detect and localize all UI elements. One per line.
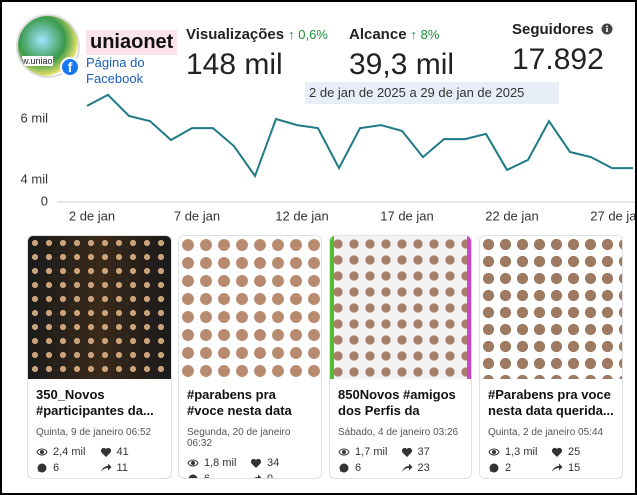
- reactions-count: 34: [267, 457, 280, 469]
- shares: 9: [250, 473, 313, 479]
- reactions-count: 37: [417, 446, 430, 458]
- shares: 15: [551, 462, 614, 474]
- post-card[interactable]: #Parabens pra voce nesta data querida...…: [479, 235, 623, 479]
- y-tick-label: 4 mil: [21, 171, 49, 186]
- reactions-icon: [100, 447, 111, 457]
- x-tick-label: 22 de jan: [485, 208, 539, 223]
- post-stats: 1,3 mil 25 2 15: [488, 446, 614, 474]
- shares-count: 15: [568, 462, 581, 474]
- post-thumbnail[interactable]: [28, 236, 171, 379]
- y-tick-label: 0: [41, 193, 48, 208]
- stat: Visualizações ↑ 0,6% 148 mil: [186, 26, 328, 82]
- views: 1,3 mil: [488, 446, 551, 458]
- reactions: 37: [401, 446, 464, 458]
- avatar[interactable]: w.uniao: [16, 14, 80, 78]
- comments: 6: [36, 462, 100, 474]
- post-thumbnail[interactable]: [480, 236, 622, 379]
- post-card[interactable]: 350_Novos #participantes da... Quinta, 9…: [27, 235, 172, 479]
- x-tick-label: 2 de jan: [69, 208, 115, 223]
- views-count: 2,4 mil: [53, 446, 86, 458]
- info-icon[interactable]: [601, 23, 613, 35]
- stat-label: Visualizações: [186, 26, 285, 43]
- comments: 2: [488, 462, 551, 474]
- views-icon: [36, 448, 48, 456]
- series-line: [86, 93, 633, 179]
- post-date: Sábado, 4 de janeiro 03:26: [338, 427, 459, 438]
- comments-icon: [339, 463, 349, 473]
- post-thumbnail[interactable]: [179, 236, 321, 379]
- page-type[interactable]: Página do Facebook: [86, 55, 145, 86]
- stat-value: 17.892: [512, 43, 604, 76]
- views: 2,4 mil: [36, 446, 100, 458]
- line-chart: 6 mil 4 mil 0 2 de jan 7 de jan 12 de jan 17 d…: [21, 93, 635, 223]
- stat-label: Alcance: [349, 26, 407, 43]
- stat-value: 148 mil: [186, 48, 283, 81]
- shares: 11: [100, 462, 164, 474]
- shares-count: 11: [116, 462, 128, 474]
- reactions-icon: [250, 458, 262, 468]
- page-name[interactable]: uniaonet: [86, 30, 178, 55]
- stat-change: ↑ 0,6%: [288, 27, 328, 42]
- comments-count: 6: [355, 462, 362, 474]
- views-icon: [338, 448, 350, 456]
- comments-icon: [489, 463, 499, 473]
- comments-count: 2: [505, 462, 512, 474]
- views-count: 1,3 mil: [505, 446, 538, 458]
- reactions: 25: [551, 446, 614, 458]
- views-count: 1,7 mil: [355, 446, 388, 458]
- reactions: 34: [250, 457, 313, 469]
- post-date: Quinta, 2 de janeiro 05:44: [488, 427, 604, 438]
- x-tick-label: 27 de jan: [590, 208, 635, 223]
- views: 1,7 mil: [338, 446, 401, 458]
- reactions-icon: [401, 447, 412, 457]
- post-title: 350_Novos #participantes da...: [36, 387, 154, 418]
- post-stats: 2,4 mil 41 6 11: [36, 446, 163, 474]
- shares-icon: [552, 463, 563, 472]
- reactions-count: 41: [116, 446, 129, 458]
- post-stats: 1,7 mil 37 6 23: [338, 446, 463, 474]
- stat: Alcance ↑ 8% 39,3 mil: [349, 26, 454, 82]
- stat-label: Seguidores: [512, 21, 594, 38]
- post-card[interactable]: 850Novos #amigos dos Perfis da #Págin...…: [329, 235, 472, 479]
- comments: 6: [187, 473, 250, 479]
- views: 1,8 mil: [187, 457, 250, 469]
- shares-icon: [401, 463, 412, 472]
- shares-count: 23: [417, 462, 430, 474]
- views-icon: [187, 459, 199, 467]
- post-date: Segunda, 20 de janeiro 06:32: [187, 427, 291, 449]
- x-tick-label: 17 de jan: [380, 208, 434, 223]
- comments-icon: [37, 463, 47, 473]
- facebook-badge: f: [60, 57, 80, 77]
- views-icon: [488, 448, 500, 456]
- post-thumbnail[interactable]: [330, 236, 471, 379]
- stat: Seguidores 17.892: [512, 21, 613, 77]
- post-title: #Parabens pra voce nesta data querida...: [488, 387, 614, 418]
- stat-value: 39,3 mil: [349, 48, 455, 81]
- y-tick-label: 6 mil: [21, 110, 49, 125]
- stat-change: ↑ 8%: [410, 27, 440, 42]
- shares-icon: [100, 463, 111, 472]
- reactions-count: 25: [568, 446, 581, 458]
- comments-count: 6: [204, 473, 211, 479]
- post-card[interactable]: #parabens pra #voce nesta data querida..…: [178, 235, 322, 479]
- reactions-icon: [551, 447, 563, 457]
- comments: 6: [338, 462, 401, 474]
- shares-icon: [254, 474, 262, 478]
- reactions: 41: [100, 446, 164, 458]
- date-range[interactable]: 2 de jan de 2025 a 29 de jan de 2025: [305, 82, 559, 104]
- post-title: #parabens pra #voce nesta data querida..…: [187, 387, 292, 421]
- views-count: 1,8 mil: [204, 457, 237, 469]
- post-title: 850Novos #amigos dos Perfis da #Págin...: [338, 387, 456, 421]
- comments-count: 6: [53, 462, 60, 474]
- x-tick-label: 12 de jan: [275, 208, 329, 223]
- comments-icon: [188, 474, 198, 478]
- x-tick-label: 7 de jan: [174, 208, 220, 223]
- post-date: Quinta, 9 de janeiro 06:52: [36, 427, 152, 438]
- shares-count: 9: [267, 473, 274, 479]
- avatar-text: w.uniao: [22, 56, 53, 66]
- post-stats: 1,8 mil 34 6 9: [187, 457, 313, 479]
- shares: 23: [401, 462, 464, 474]
